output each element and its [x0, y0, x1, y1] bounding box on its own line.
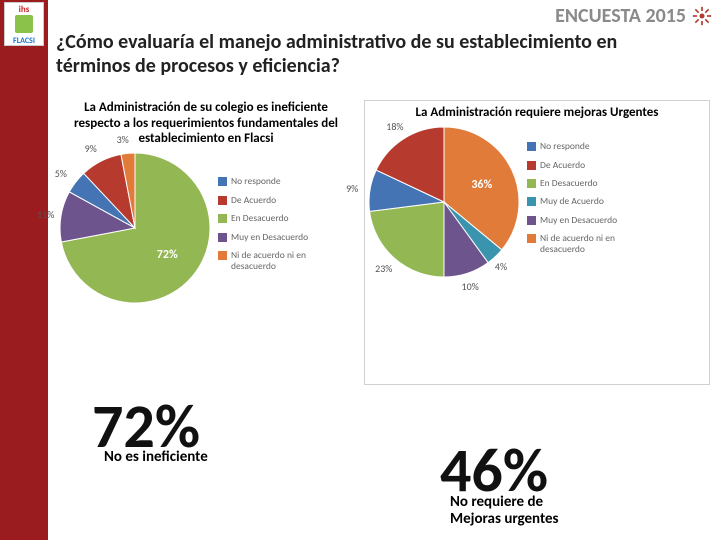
chart2-pie: 36%4%10%23%9%18%	[369, 127, 519, 277]
legend-item-med: Muy en Desacuerdo	[527, 215, 630, 225]
logo-map-icon	[15, 15, 33, 33]
legend-swatch	[218, 251, 227, 260]
stat-left-sub: No es ineficiente	[104, 448, 208, 466]
pie-value-label: 72%	[157, 248, 178, 262]
legend-item-ed: En Desacuerdo	[527, 178, 630, 188]
chart1-pie: 72%11%5%9%3%	[60, 153, 210, 303]
stat-right-sub-l1: No requiere de	[450, 493, 543, 511]
chart-improvements: La Administración requiere mejoras Urgen…	[364, 100, 710, 385]
star-icon	[692, 6, 712, 26]
pie-value-label: 4%	[495, 260, 507, 273]
left-accent-bar	[0, 0, 48, 540]
legend-swatch	[218, 196, 227, 205]
chart-inefficiency: La Administración de su colegio es inefi…	[56, 100, 356, 385]
legend-item-ed: En Desacuerdo	[218, 213, 321, 223]
logo-text-top: ihs	[7, 5, 41, 14]
legend-label: Ni de acuerdo ni en desacuerdo	[231, 250, 321, 271]
legend-label: No responde	[231, 176, 281, 186]
legend-item-da: De Acuerdo	[527, 160, 630, 170]
legend-swatch	[218, 177, 227, 186]
pie-value-label: 9%	[346, 182, 358, 195]
legend-item-nr: No responde	[218, 176, 321, 186]
legend-label: No responde	[540, 141, 590, 151]
legend-item-ni: Ni de acuerdo ni en desacuerdo	[218, 250, 321, 271]
chart2-title: La Administración requiere mejoras Urgen…	[365, 105, 709, 121]
charts-container: La Administración de su colegio es inefi…	[56, 100, 710, 385]
stat-right-sub: No requiere de Mejoras urgentes	[450, 494, 559, 527]
legend-label: De Acuerdo	[231, 195, 276, 205]
legend-swatch	[527, 161, 536, 170]
pie-value-label: 18%	[386, 120, 403, 133]
legend-swatch	[527, 142, 536, 151]
chart1-legend: No responde De Acuerdo En Desacuerdo Muy en…	[218, 176, 321, 279]
legend-label: De Acuerdo	[540, 160, 585, 170]
legend-item-da: De Acuerdo	[218, 195, 321, 205]
pie-value-label: 9%	[85, 142, 97, 155]
legend-item-med: Muy en Desacuerdo	[218, 232, 321, 242]
legend-label: Muy en Desacuerdo	[540, 215, 617, 225]
legend-swatch	[218, 233, 227, 242]
legend-label: Muy en Desacuerdo	[231, 232, 308, 242]
legend-label: Muy de Acuerdo	[540, 196, 604, 206]
pie-value-label: 3%	[117, 133, 129, 146]
legend-item-ni: Ni de acuerdo ni en desacuerdo	[527, 233, 630, 254]
legend-label: En Desacuerdo	[540, 178, 598, 188]
legend-swatch	[527, 234, 536, 243]
legend-swatch	[527, 216, 536, 225]
pie-value-label: 5%	[55, 167, 67, 180]
logo-text-bottom: FLACSI	[7, 37, 41, 45]
legend-swatch	[527, 197, 536, 206]
legend-swatch	[218, 214, 227, 223]
pie-value-label: 23%	[375, 262, 392, 275]
pie-value-label: 11%	[37, 208, 54, 221]
header-right: ENCUESTA 2015	[555, 4, 712, 28]
legend-item-nr: No responde	[527, 141, 630, 151]
legend-label: Ni de acuerdo ni en desacuerdo	[540, 233, 630, 254]
chart1-title: La Administración de su colegio es inefi…	[56, 100, 356, 147]
logo: ihs FLACSI	[4, 2, 44, 46]
chart2-legend: No responde De Acuerdo En Desacuerdo Muy de…	[527, 141, 630, 262]
legend-label: En Desacuerdo	[231, 213, 289, 223]
page-title: ¿Cómo evaluaría el manejo administrativo…	[56, 30, 656, 78]
pie-value-label: 10%	[462, 280, 479, 293]
legend-swatch	[527, 179, 536, 188]
stat-right-sub-l2: Mejoras urgentes	[450, 510, 559, 528]
legend-item-mda: Muy de Acuerdo	[527, 196, 630, 206]
survey-label: ENCUESTA 2015	[555, 4, 686, 28]
pie-value-label: 36%	[471, 178, 492, 192]
